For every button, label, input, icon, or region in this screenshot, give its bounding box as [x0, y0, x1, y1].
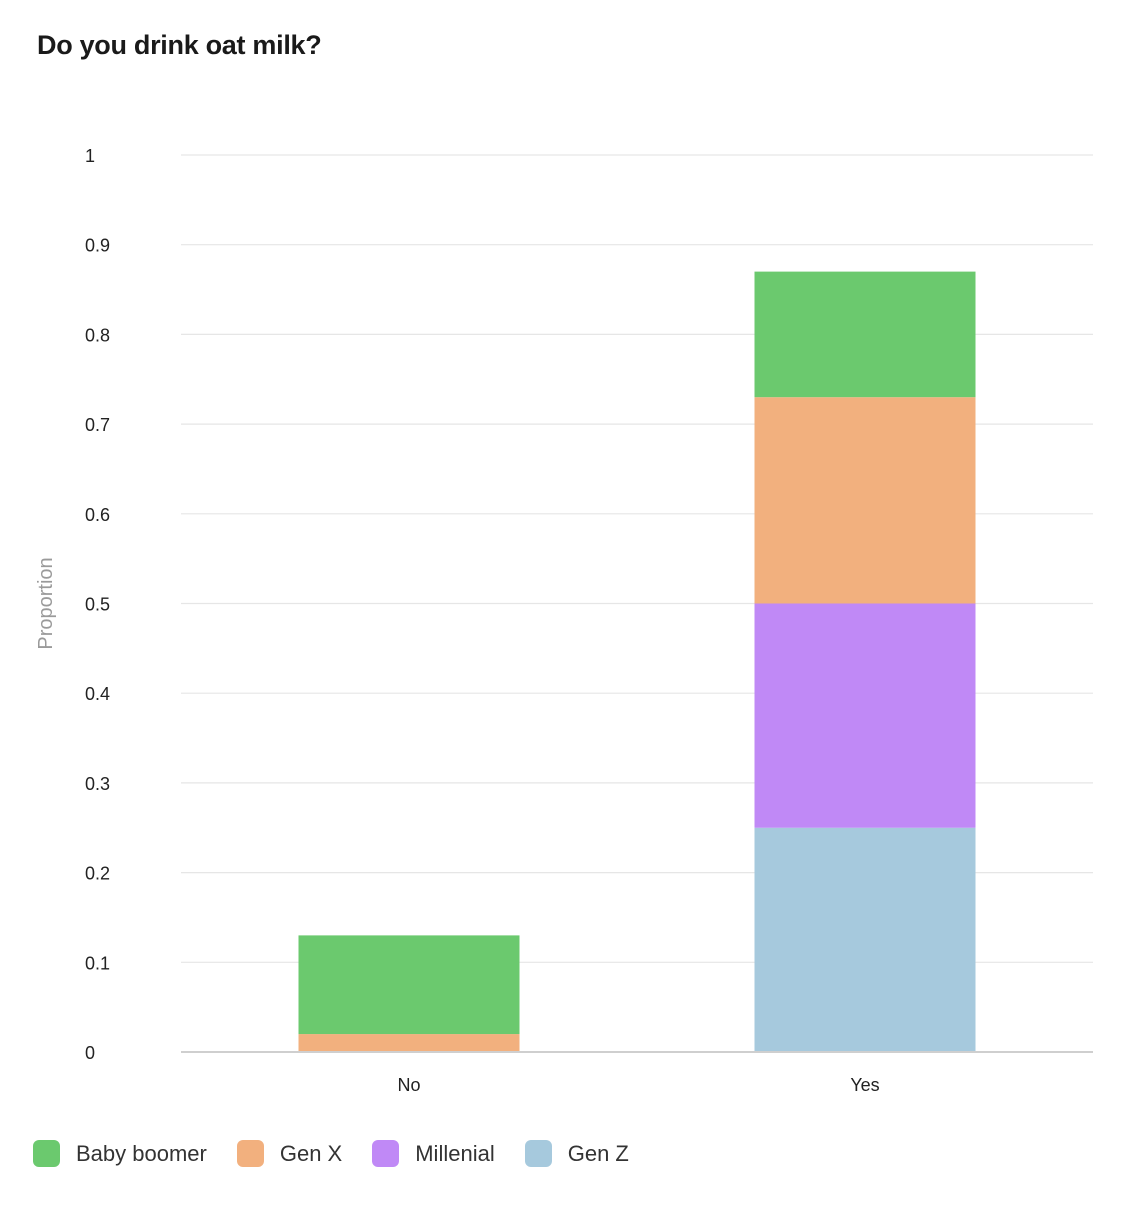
- bar-no-baby-boomer: [298, 935, 520, 1035]
- x-tick-label: No: [397, 1075, 420, 1095]
- bar-yes-millenial: [754, 603, 976, 828]
- y-tick-label: 0.4: [85, 684, 110, 704]
- legend-swatch: [372, 1140, 400, 1167]
- legend-label: Millenial: [415, 1140, 495, 1166]
- y-tick-label: 0.3: [85, 774, 110, 794]
- x-tick-label: Yes: [850, 1075, 879, 1095]
- legend-label: Gen X: [279, 1140, 343, 1166]
- bar-yes-gen-x: [754, 397, 976, 604]
- legend-item-gen-x[interactable]: Gen X: [236, 1140, 343, 1167]
- legend-item-gen-z[interactable]: Gen Z: [524, 1140, 629, 1167]
- y-tick-label: 0.5: [85, 595, 110, 615]
- y-tick-label: 0.7: [85, 415, 110, 435]
- y-tick-label: 0: [85, 1043, 95, 1063]
- y-tick-label: 0.9: [85, 236, 110, 256]
- chart-title: Do you drink oat milk?: [37, 30, 322, 60]
- legend-swatch: [524, 1140, 552, 1167]
- legend: Baby boomer Gen X Millenial Gen Z: [33, 1140, 659, 1167]
- y-tick-label: 0.1: [85, 953, 110, 973]
- legend-item-millenial[interactable]: Millenial: [372, 1140, 495, 1167]
- legend-swatch: [236, 1140, 264, 1167]
- legend-label: Gen Z: [567, 1140, 629, 1166]
- y-tick-label: 1: [85, 146, 95, 166]
- bar-no-gen-x: [298, 1034, 520, 1052]
- y-tick-label: 0.6: [85, 505, 110, 525]
- y-axis-title: Proportion: [35, 557, 57, 649]
- bar-yes-baby-boomer: [754, 271, 976, 398]
- legend-label: Baby boomer: [76, 1140, 207, 1166]
- legend-item-baby-boomer[interactable]: Baby boomer: [33, 1140, 207, 1167]
- y-tick-label: 0.8: [85, 325, 110, 345]
- y-tick-label: 0.2: [85, 864, 110, 884]
- x-axis-ticks: No Yes: [397, 1075, 879, 1095]
- bar-yes-gen-z: [754, 827, 976, 1052]
- bars: [298, 271, 976, 1052]
- legend-swatch: [33, 1140, 60, 1167]
- stacked-bar-chart: 0 0.1 0.2 0.3 0.4 0.5 0.6 0.7 0.8 0.9 1 No Yes Prop…: [35, 146, 1093, 1095]
- y-axis-ticks: 0 0.1 0.2 0.3 0.4 0.5 0.6 0.7 0.8 0.9 1: [85, 146, 110, 1063]
